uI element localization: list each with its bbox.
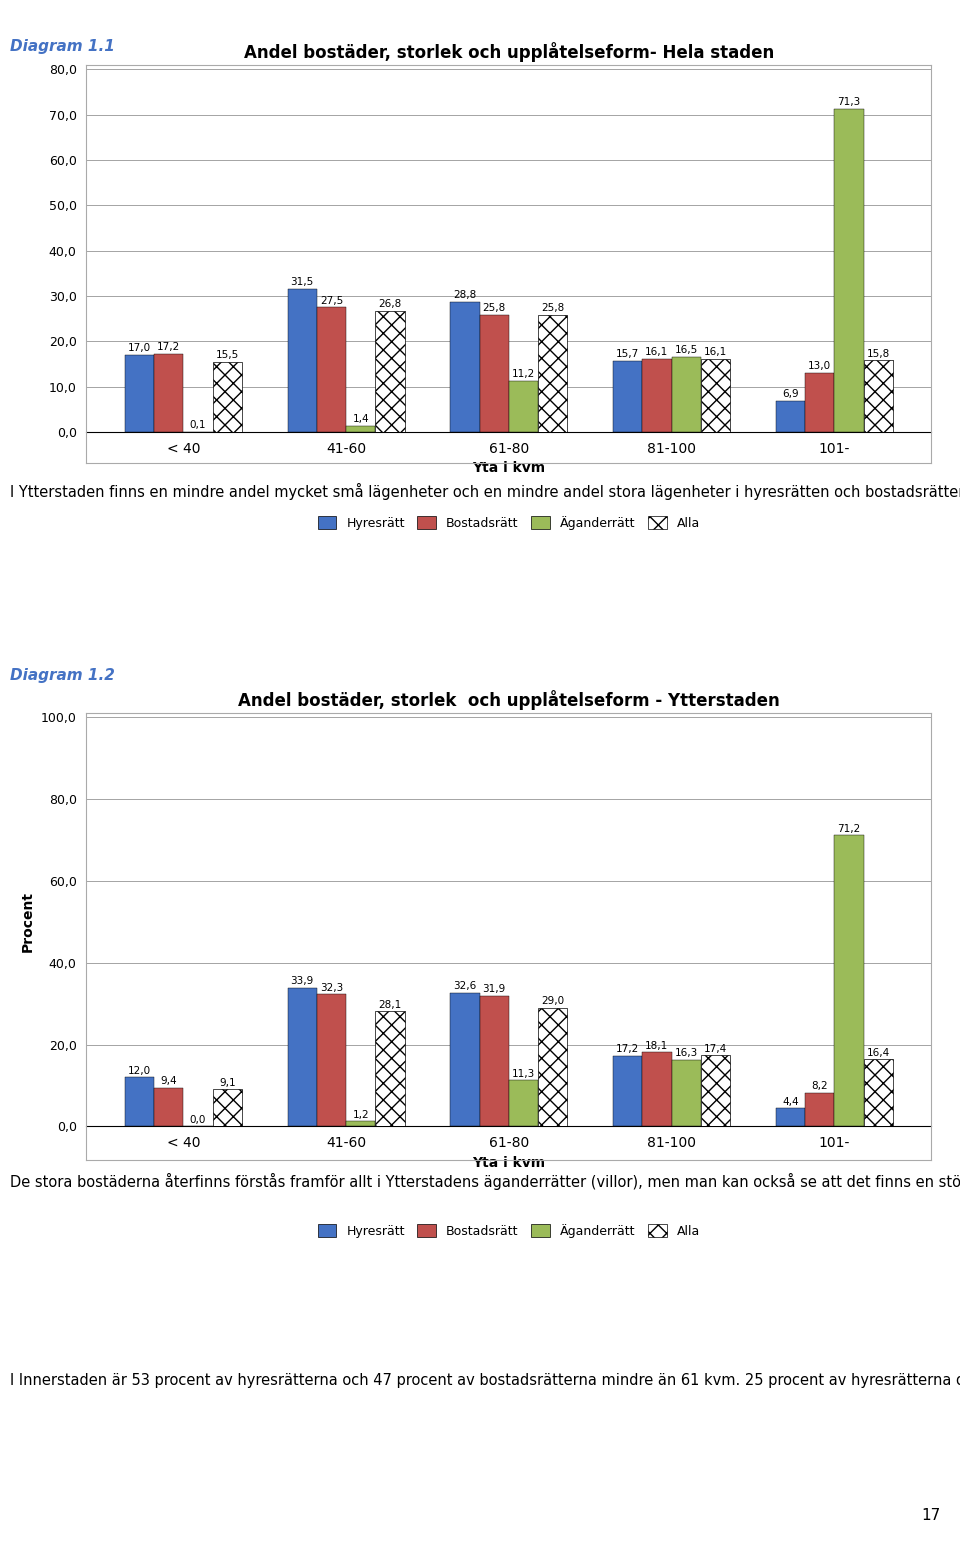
Text: 27,5: 27,5 (320, 296, 343, 306)
Bar (479, 995, 509, 1126)
Text: 16,1: 16,1 (645, 347, 668, 358)
Y-axis label: Procent: Procent (21, 892, 36, 952)
Text: 16,5: 16,5 (675, 346, 698, 355)
Bar (671, 1060, 701, 1126)
Text: I Ytterstaden finns en mindre andel mycket små lägenheter och en mindre andel st: I Ytterstaden finns en mindre andel myck… (10, 483, 960, 500)
Text: 71,3: 71,3 (837, 97, 860, 106)
Text: 17,0: 17,0 (128, 343, 151, 353)
Text: De stora bostäderna återfinns förstås framför allt i Ytterstadens äganderrätter : De stora bostäderna återfinns förstås fr… (10, 1173, 960, 1190)
Bar (479, 315, 509, 432)
Text: 0,0: 0,0 (190, 1114, 206, 1125)
Bar (375, 1012, 405, 1126)
Text: 17,2: 17,2 (616, 1045, 639, 1054)
Bar (155, 353, 183, 432)
Text: 29,0: 29,0 (541, 997, 564, 1006)
Bar (287, 988, 317, 1126)
Text: 31,5: 31,5 (291, 278, 314, 287)
X-axis label: Yta i kvm: Yta i kvm (472, 461, 545, 475)
Text: Diagram 1.1: Diagram 1.1 (10, 39, 114, 54)
Bar (509, 381, 539, 432)
Text: 25,8: 25,8 (483, 304, 506, 313)
Bar (642, 360, 671, 432)
Bar (671, 358, 701, 432)
Legend: Hyresrätt, Bostadsrätt, Äganderrätt, Alla: Hyresrätt, Bostadsrätt, Äganderrätt, All… (313, 511, 705, 534)
Bar (347, 1122, 375, 1126)
Bar (834, 835, 863, 1126)
Bar (347, 426, 375, 432)
Text: I Innerstaden är 53 procent av hyresrätterna och 47 procent av bostadsrätterna m: I Innerstaden är 53 procent av hyresrätt… (10, 1373, 960, 1389)
Text: 16,1: 16,1 (704, 347, 727, 358)
Bar (287, 289, 317, 432)
Text: 16,3: 16,3 (675, 1048, 698, 1058)
Text: 9,4: 9,4 (160, 1077, 177, 1086)
Bar (701, 360, 731, 432)
Title: Andel bostäder, storlek och upplåtelseform- Hela staden: Andel bostäder, storlek och upplåtelsefo… (244, 42, 774, 62)
Text: 11,2: 11,2 (512, 369, 535, 380)
Bar (125, 1077, 155, 1126)
Text: 11,3: 11,3 (512, 1069, 535, 1079)
X-axis label: Yta i kvm: Yta i kvm (472, 1156, 545, 1170)
Bar (509, 1080, 539, 1126)
Text: 25,8: 25,8 (541, 304, 564, 313)
Text: 15,8: 15,8 (867, 349, 890, 358)
Bar (776, 401, 804, 432)
Bar (213, 1089, 242, 1126)
Text: 17: 17 (922, 1509, 941, 1523)
Text: 17,4: 17,4 (704, 1043, 727, 1054)
Bar (450, 301, 479, 432)
Bar (125, 355, 155, 432)
Bar (863, 361, 893, 432)
Text: 15,7: 15,7 (616, 349, 639, 360)
Text: 31,9: 31,9 (483, 984, 506, 994)
Bar (375, 310, 405, 432)
Text: 28,1: 28,1 (378, 1000, 401, 1009)
Text: 28,8: 28,8 (453, 290, 476, 299)
Text: 0,1: 0,1 (190, 420, 206, 430)
Bar (642, 1052, 671, 1126)
Text: 17,2: 17,2 (157, 343, 180, 352)
Bar (804, 373, 834, 432)
Bar (804, 1092, 834, 1126)
Bar (612, 361, 642, 432)
Title: Andel bostäder, storlek  och upplåtelseform - Ytterstaden: Andel bostäder, storlek och upplåtelsefo… (238, 690, 780, 710)
Text: 26,8: 26,8 (378, 299, 401, 309)
Bar (155, 1088, 183, 1126)
Bar (834, 110, 863, 432)
Bar (539, 315, 567, 432)
Text: 8,2: 8,2 (811, 1082, 828, 1091)
Text: 9,1: 9,1 (219, 1077, 235, 1088)
Bar (776, 1108, 804, 1126)
Text: 4,4: 4,4 (782, 1097, 799, 1106)
Legend: Hyresrätt, Bostadsrätt, Äganderrätt, Alla: Hyresrätt, Bostadsrätt, Äganderrätt, All… (313, 1219, 705, 1242)
Text: 16,4: 16,4 (867, 1048, 890, 1057)
Text: 71,2: 71,2 (837, 824, 860, 833)
Bar (317, 994, 347, 1126)
Text: 1,4: 1,4 (352, 414, 369, 424)
Text: 13,0: 13,0 (808, 361, 831, 372)
Text: 12,0: 12,0 (128, 1066, 151, 1075)
Bar (450, 994, 479, 1126)
Text: 32,3: 32,3 (320, 983, 343, 992)
Text: 33,9: 33,9 (291, 977, 314, 986)
Text: 18,1: 18,1 (645, 1040, 668, 1051)
Bar (539, 1008, 567, 1126)
Text: 15,5: 15,5 (216, 350, 239, 360)
Text: 1,2: 1,2 (352, 1109, 369, 1120)
Bar (612, 1055, 642, 1126)
Bar (213, 361, 242, 432)
Bar (863, 1060, 893, 1126)
Bar (317, 307, 347, 432)
Text: 32,6: 32,6 (453, 981, 476, 992)
Bar (701, 1055, 731, 1126)
Text: Diagram 1.2: Diagram 1.2 (10, 668, 114, 684)
Text: 6,9: 6,9 (782, 389, 799, 400)
